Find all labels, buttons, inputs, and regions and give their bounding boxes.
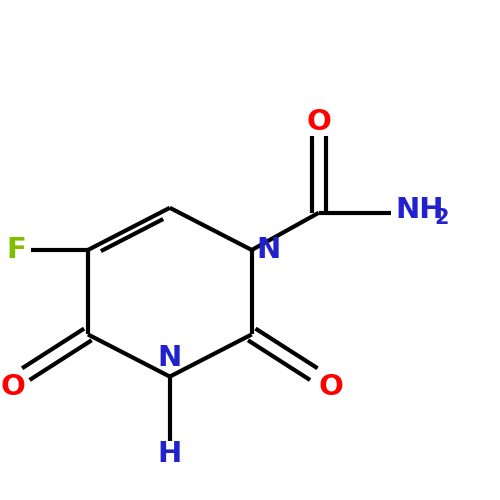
Text: NH: NH [396,196,444,224]
Text: N: N [256,236,281,264]
Text: O: O [306,108,331,136]
Text: O: O [1,372,26,400]
Text: 2: 2 [434,208,448,228]
Text: N: N [158,344,182,371]
Text: F: F [6,236,26,264]
Text: O: O [318,372,344,400]
Text: H: H [158,440,182,468]
